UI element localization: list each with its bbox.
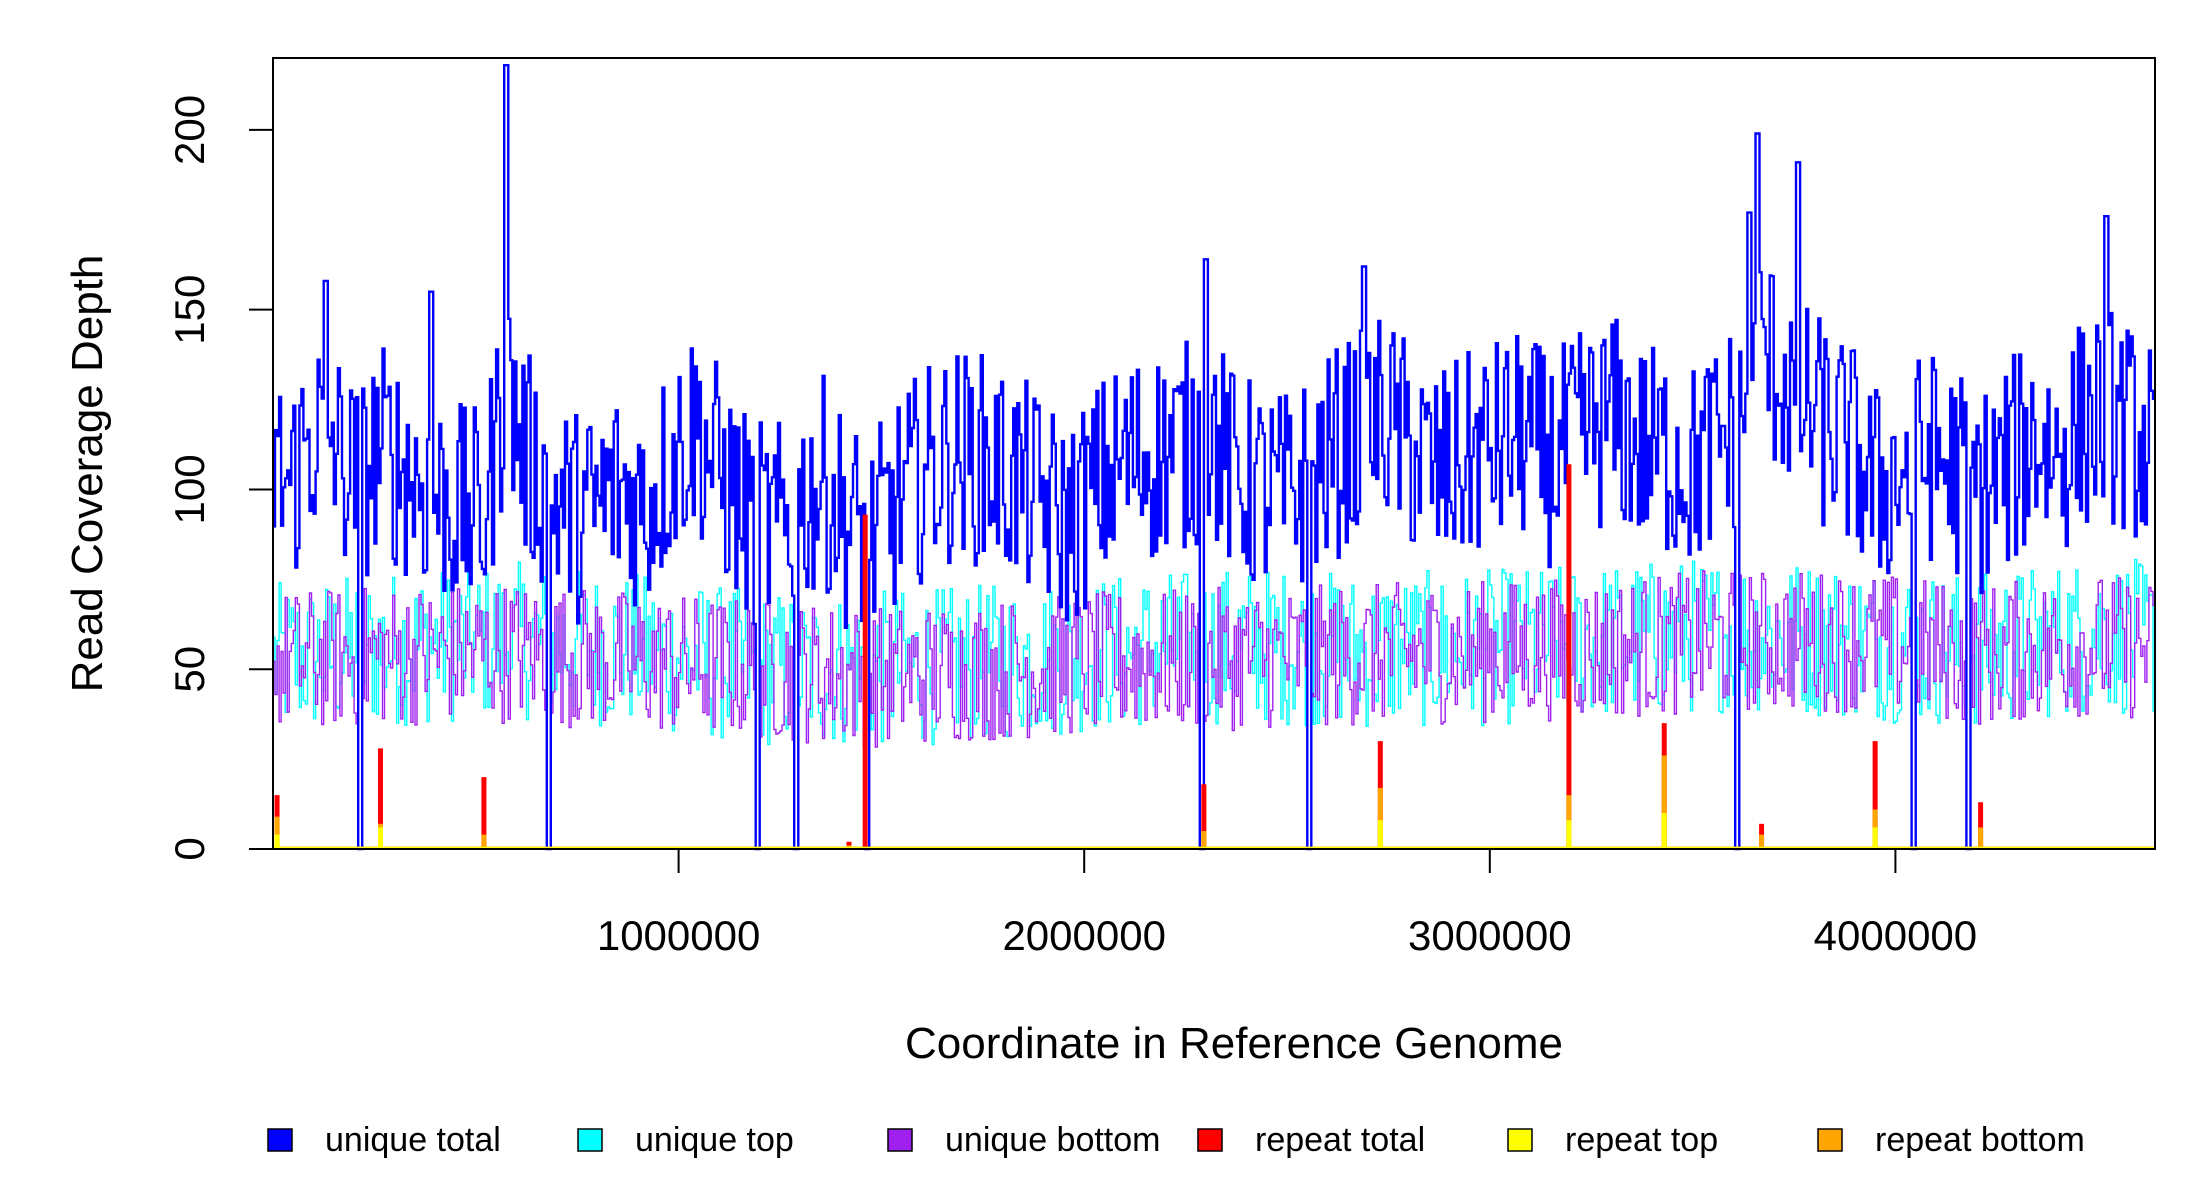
- legend-swatch: [887, 1128, 913, 1152]
- y-tick-label: 150: [166, 275, 213, 345]
- y-tick-label: 0: [166, 837, 213, 860]
- x-tick-label: 2000000: [1002, 912, 1166, 959]
- legend-label: repeat total: [1255, 1121, 1425, 1159]
- legend: unique total unique top unique bottom repea…: [267, 1121, 2085, 1159]
- legend-swatch: [1817, 1128, 1843, 1152]
- legend-label: repeat top: [1565, 1121, 1718, 1159]
- legend-label: unique total: [325, 1121, 501, 1159]
- x-tick-label: 1000000: [597, 912, 761, 959]
- x-tick-label: 3000000: [1408, 912, 1572, 959]
- series-layer: [273, 64, 2155, 851]
- x-axis-label: Coordinate in Reference Genome: [905, 1019, 1563, 1068]
- series-unique-bottom-line: [273, 570, 2155, 850]
- legend-label: repeat bottom: [1875, 1121, 2085, 1159]
- legend-label: unique top: [635, 1121, 794, 1159]
- y-tick-label: 200: [166, 95, 213, 165]
- legend-swatch: [1197, 1128, 1223, 1152]
- x-tick-label: 4000000: [1814, 912, 1978, 959]
- axes-layer: 0 50 100 150 200 1000000 2000000 3000000 4000000: [166, 95, 1977, 959]
- legend-label: unique bottom: [945, 1121, 1161, 1159]
- y-tick-label: 100: [166, 454, 213, 524]
- legend-swatch: [1507, 1128, 1533, 1152]
- legend-swatch: [267, 1128, 293, 1152]
- series-unique-total-line: [273, 64, 2155, 851]
- y-axis-label: Read Coverage Depth: [63, 255, 112, 693]
- y-tick-label: 50: [166, 646, 213, 693]
- legend-swatch: [577, 1128, 603, 1152]
